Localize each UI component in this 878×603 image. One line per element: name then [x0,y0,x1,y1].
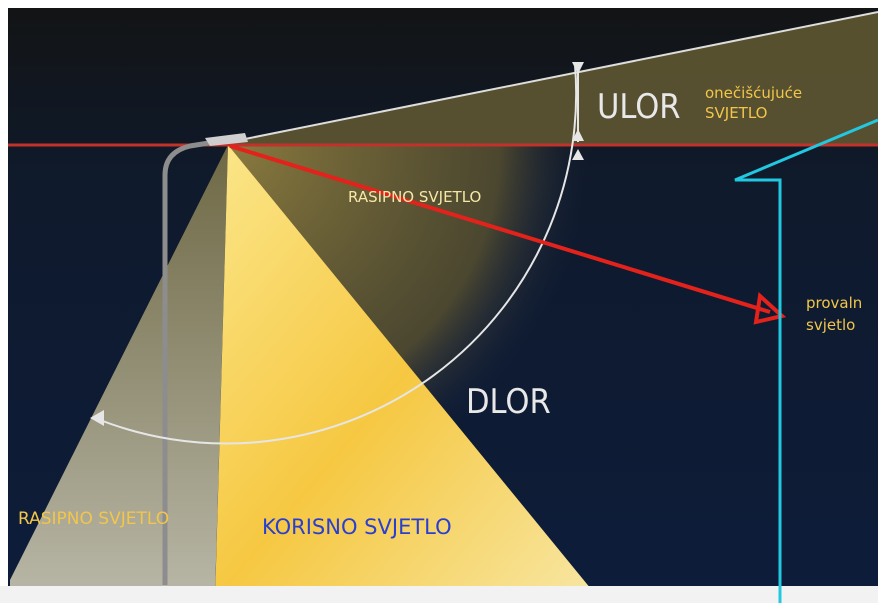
page: {"labels": { "ulor": "ULOR", "polluting_… [0,0,878,603]
spill-label: RASIPNO SVJETLO [348,188,481,206]
diagram: ULOR onečišćujuće SVJETLO RASIPNO SVJETL… [0,0,878,603]
useful-label: KORISNO SVJETLO [262,515,452,539]
trespass-label: svjetlo [806,316,855,334]
spill-label: RASIPNO SVJETLO [18,509,169,529]
dlor-label: DLOR [466,382,551,422]
polluting-label: SVJETLO [705,104,767,122]
ulor-label: ULOR [597,87,681,127]
trespass-label: provaln [806,294,862,312]
ground [0,586,878,603]
polluting-label: onečišćujuće [705,84,802,102]
